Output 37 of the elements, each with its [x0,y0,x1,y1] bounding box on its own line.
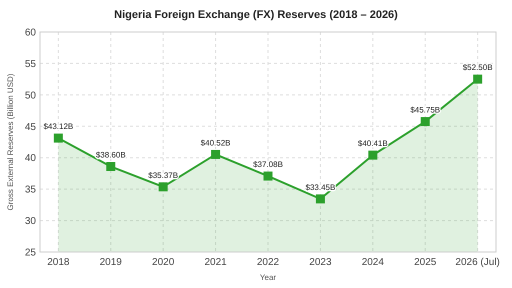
x-axis-title: Year [260,273,276,282]
x-tick-label: 2026 (Jul) [455,257,500,268]
y-tick-label: 35 [24,184,36,196]
y-tick-label: 55 [24,58,36,70]
y-axis-title: Gross External Reserves (Billion USD) [6,73,15,210]
x-tick-label: 2022 [256,257,280,268]
point [473,74,482,84]
point [264,172,272,181]
y-tick-label: 60 [24,28,36,38]
y-tick-label: 45 [24,122,36,133]
data-label: $40.52B [200,138,230,148]
chart-title: Nigeria Foreign Exchange (FX) Reserves (2018 – 2026) [114,9,398,21]
y-tick-label: 30 [24,216,36,228]
x-tick-label: 2024 [362,257,384,268]
x-tick-label: 2023 [309,257,332,268]
point [420,117,430,126]
point [54,134,63,143]
data-label: $40.41B [358,139,388,148]
x-tick-label: 2019 [100,257,122,268]
x-tick-label: 2025 [414,257,437,268]
data-label: $35.37B [148,170,178,180]
data-label: $45.75B [410,106,440,115]
y-tick-label: 25 [24,248,36,258]
point [106,162,116,172]
point [316,194,325,204]
point [368,150,378,160]
x-tick-label: 2018 [47,257,70,268]
y-tick-label: 40 [24,153,36,164]
point [211,150,220,159]
x-tick-label: 2020 [152,257,175,268]
x-tick-label: 2021 [204,257,228,268]
data-label: $52.50B [462,63,493,72]
data-label: $43.12B [43,122,74,132]
point [158,182,168,192]
data-label: $38.60B [96,150,126,160]
y-tick-label: 50 [24,90,36,102]
data-label: $37.08B [253,160,283,170]
